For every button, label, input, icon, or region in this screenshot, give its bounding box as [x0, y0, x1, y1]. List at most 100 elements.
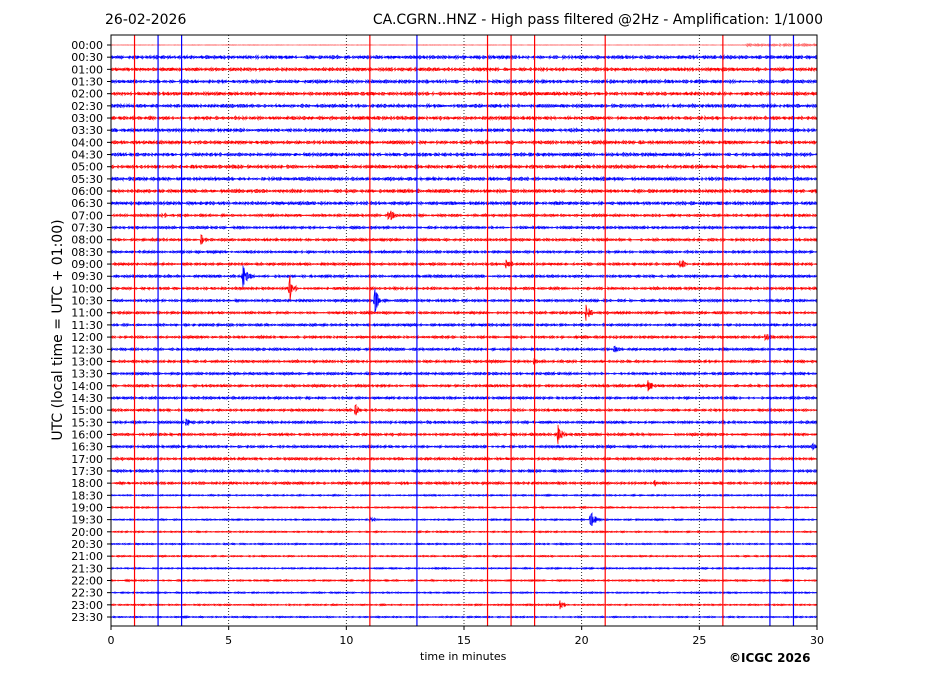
y-tick-label: 16:00 [71, 428, 103, 441]
plot-frame [110, 34, 818, 627]
y-tick-label: 22:30 [71, 587, 103, 600]
y-tick-label: 14:00 [71, 380, 103, 393]
trace-row-1200 [110, 334, 818, 342]
y-tick-label: 03:00 [71, 112, 103, 125]
trace-row-1600 [110, 424, 818, 445]
y-tick-label: 17:00 [71, 453, 103, 466]
y-tick-label: 20:30 [71, 538, 103, 551]
y-tick-label: 11:30 [71, 319, 103, 332]
trace-row-0230 [110, 102, 818, 109]
x-tick-label: 20 [575, 634, 589, 647]
y-tick-label: 04:00 [71, 136, 103, 149]
trace-row-1500 [110, 403, 818, 416]
trace-row-1830 [110, 493, 818, 498]
y-tick-label: 11:00 [71, 307, 103, 320]
x-tick-label: 0 [108, 634, 115, 647]
trace-row-1930 [110, 512, 818, 527]
y-tick-label: 15:30 [71, 416, 103, 429]
trace-row-0000 [110, 42, 818, 48]
trace-row-0930 [110, 265, 818, 287]
y-tick-label: 21:00 [71, 550, 103, 563]
y-tick-label: 07:30 [71, 222, 103, 235]
trace-row-0500 [110, 163, 818, 170]
trace-row-1900 [110, 505, 818, 510]
trace-row-0030 [110, 54, 818, 61]
y-tick-label: 17:30 [71, 465, 103, 478]
trace-row-0430 [110, 151, 818, 158]
y-tick-label: 15:00 [71, 404, 103, 417]
y-tick-label: 10:00 [71, 282, 103, 295]
trace-row-0200 [110, 90, 818, 97]
trace-row-0100 [110, 66, 818, 73]
trace-row-1800 [110, 479, 818, 487]
y-tick-label: 07:00 [71, 209, 103, 222]
x-tick-label: 25 [692, 634, 706, 647]
y-tick-label: 18:30 [71, 489, 103, 502]
y-tick-label: 06:00 [71, 185, 103, 198]
trace-row-1130 [110, 322, 818, 328]
x-tick-label: 10 [339, 634, 353, 647]
y-tick-label: 08:30 [71, 246, 103, 259]
trace-row-2230 [110, 590, 818, 595]
trace-row-0530 [110, 175, 818, 182]
y-tick-label: 00:00 [71, 39, 103, 52]
y-tick-label: 19:00 [71, 501, 103, 514]
trace-row-0630 [110, 200, 818, 207]
trace-row-1100 [110, 304, 818, 321]
y-tick-label: 12:00 [71, 331, 103, 344]
trace-row-2000 [110, 529, 818, 534]
trace-row-0730 [110, 224, 818, 231]
x-tick-label: 15 [457, 634, 471, 647]
y-tick-label: 09:00 [71, 258, 103, 271]
y-tick-label: 01:30 [71, 76, 103, 89]
y-tick-label: 18:00 [71, 477, 103, 490]
y-tick-label: 20:00 [71, 526, 103, 539]
trace-row-2200 [110, 578, 818, 583]
trace-row-2330 [110, 615, 818, 619]
trace-row-1230 [110, 345, 818, 353]
trace-row-0600 [110, 187, 818, 195]
y-tick-label: 05:30 [71, 173, 103, 186]
y-tick-label: 02:30 [71, 100, 103, 113]
trace-row-0800 [110, 234, 818, 245]
trace-row-1430 [110, 395, 818, 401]
y-tick-label: 06:30 [71, 197, 103, 210]
y-tick-label: 03:30 [71, 124, 103, 137]
y-tick-label: 09:30 [71, 270, 103, 283]
x-axis-label: time in minutes [420, 650, 507, 663]
trace-row-2300 [110, 600, 818, 610]
trace-row-2030 [110, 542, 818, 546]
copyright: ©ICGC 2026 [729, 651, 811, 665]
y-tick-label: 13:30 [71, 368, 103, 381]
y-tick-label: 08:00 [71, 234, 103, 247]
trace-row-1530 [110, 418, 818, 427]
trace-row-0300 [110, 114, 818, 122]
trace-row-1030 [110, 288, 818, 313]
y-tick-label: 12:30 [71, 343, 103, 356]
trace-row-1400 [110, 380, 818, 392]
y-tick-label: 01:00 [71, 63, 103, 76]
y-tick-label: 14:30 [71, 392, 103, 405]
trace-row-1300 [110, 358, 818, 365]
y-tick-label: 16:30 [71, 441, 103, 454]
trace-row-0330 [110, 127, 818, 134]
y-tick-label: 21:30 [71, 562, 103, 575]
x-tick-label: 30 [810, 634, 824, 647]
y-tick-label: 23:30 [71, 611, 103, 624]
trace-row-1700 [110, 456, 818, 462]
trace-row-0830 [110, 249, 818, 255]
trace-row-1000 [110, 275, 818, 302]
trace-row-2130 [110, 566, 818, 571]
y-tick-label: 00:30 [71, 51, 103, 64]
chart-title: CA.CGRN..HNZ - High pass filtered @2Hz -… [372, 12, 823, 28]
trace-row-1730 [110, 468, 818, 474]
trace-row-0700 [110, 210, 818, 221]
x-tick-label: 5 [225, 634, 232, 647]
y-tick-label: 23:00 [71, 599, 103, 612]
y-tick-label: 04:30 [71, 149, 103, 162]
y-tick-label: 02:00 [71, 88, 103, 101]
trace-row-1630 [110, 442, 818, 451]
trace-row-2100 [110, 554, 818, 558]
